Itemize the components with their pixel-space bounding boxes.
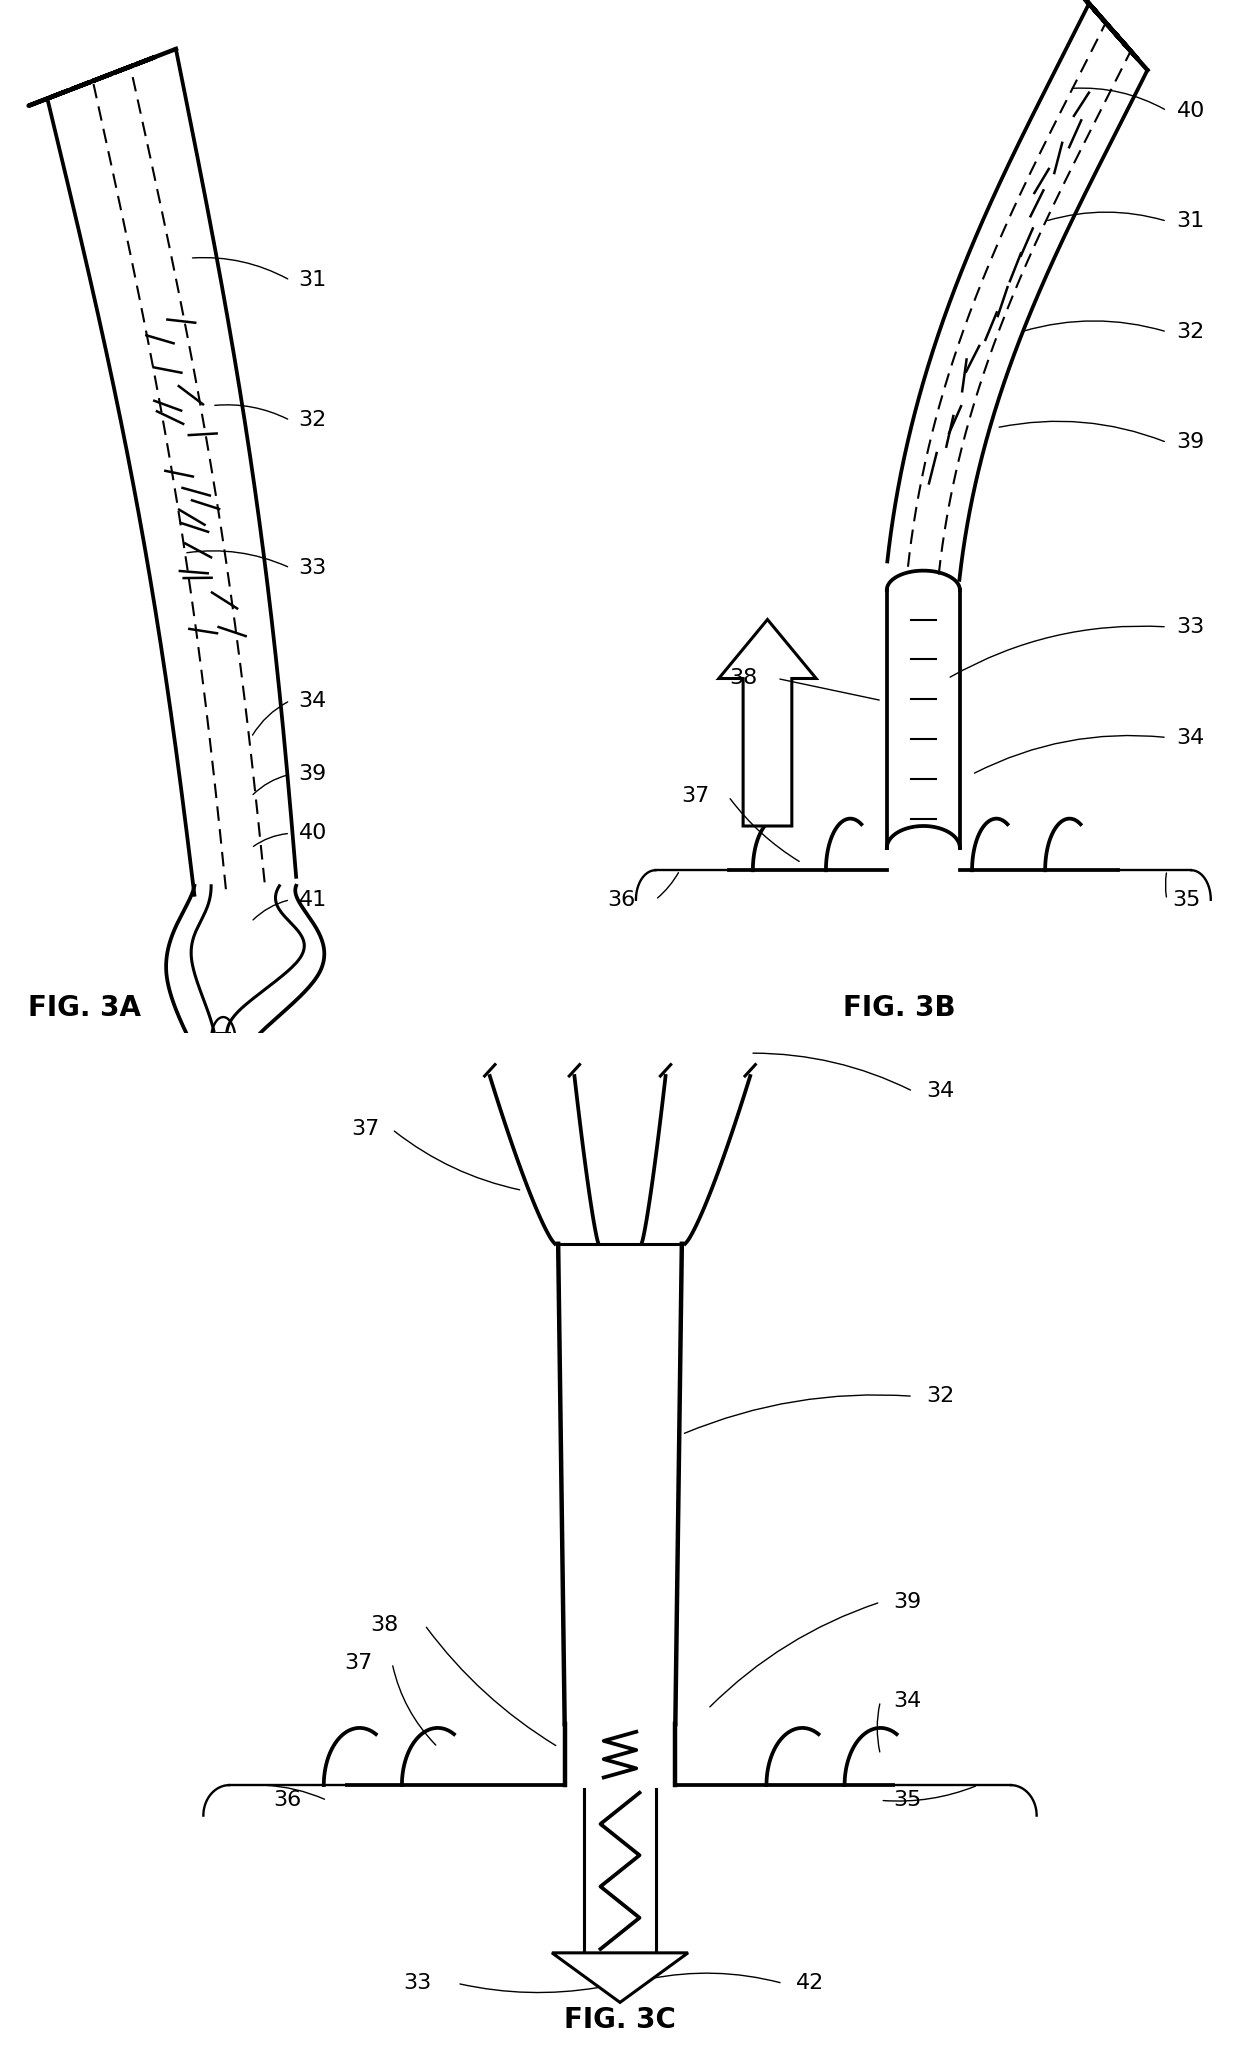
Text: 34: 34 (926, 1082, 955, 1101)
Text: 39: 39 (1177, 432, 1205, 452)
Text: 36: 36 (273, 1790, 301, 1811)
Polygon shape (719, 620, 816, 826)
Polygon shape (552, 1953, 688, 2003)
Text: 42: 42 (796, 1974, 825, 1993)
Text: 38: 38 (729, 669, 758, 688)
Text: 31: 31 (299, 271, 327, 291)
Text: 32: 32 (299, 411, 327, 430)
Text: 35: 35 (893, 1790, 921, 1811)
Text: FIG. 3A: FIG. 3A (29, 993, 141, 1022)
Text: 35: 35 (1172, 890, 1200, 911)
Text: 40: 40 (1177, 101, 1205, 120)
Text: 39: 39 (893, 1592, 921, 1613)
Text: 33: 33 (403, 1974, 432, 1993)
Text: 31: 31 (1177, 211, 1205, 231)
Text: 32: 32 (1177, 322, 1205, 343)
Text: 40: 40 (299, 824, 327, 843)
Text: 39: 39 (299, 764, 327, 785)
Text: 37: 37 (345, 1654, 372, 1673)
Text: 37: 37 (681, 787, 709, 807)
Text: 34: 34 (1177, 727, 1205, 748)
Polygon shape (584, 1788, 656, 1953)
Text: FIG. 3B: FIG. 3B (843, 993, 955, 1022)
Text: 36: 36 (608, 890, 636, 911)
Text: 41: 41 (299, 890, 327, 911)
Text: 34: 34 (299, 690, 327, 710)
Text: 37: 37 (351, 1119, 379, 1140)
Text: FIG. 3C: FIG. 3C (564, 2007, 676, 2034)
Text: 32: 32 (926, 1386, 955, 1406)
Text: 33: 33 (299, 558, 327, 578)
Text: 34: 34 (893, 1691, 921, 1712)
Text: 38: 38 (371, 1615, 398, 1635)
Text: 33: 33 (1177, 617, 1205, 636)
